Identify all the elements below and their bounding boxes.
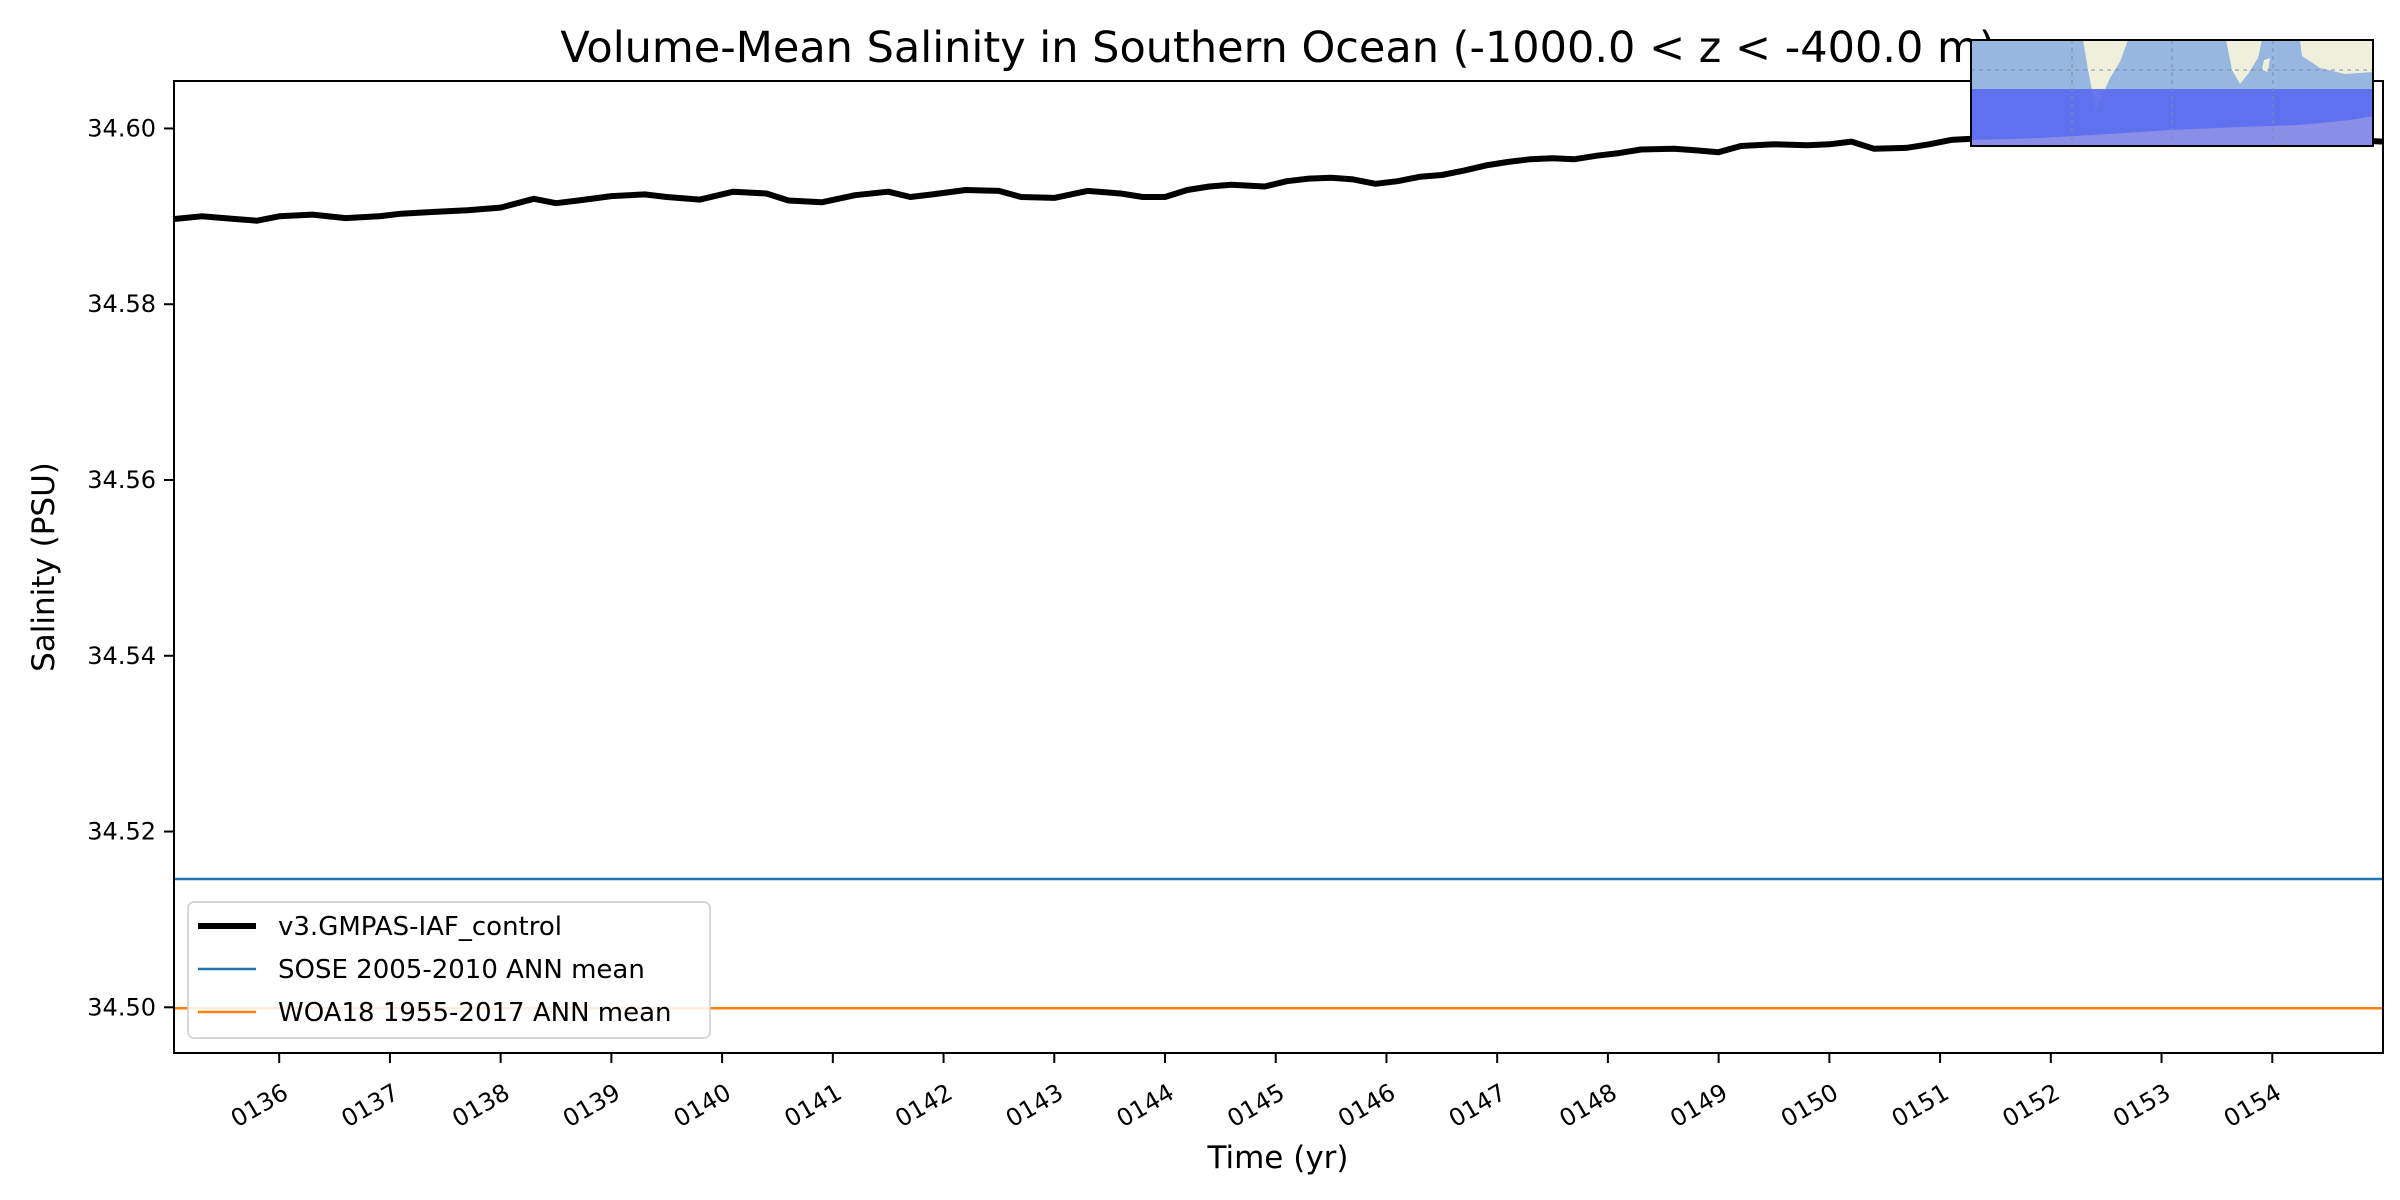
x-tick-label: 0154 bbox=[2219, 1078, 2286, 1133]
x-tick-label: 0150 bbox=[1776, 1078, 1843, 1133]
x-tick-label: 0144 bbox=[1112, 1078, 1179, 1133]
x-tick-label: 0143 bbox=[1001, 1078, 1068, 1133]
x-tick-label: 0140 bbox=[669, 1078, 736, 1133]
y-axis-title: Salinity (PSU) bbox=[26, 462, 62, 672]
map-border bbox=[1970, 39, 2374, 147]
x-tick-label: 0137 bbox=[337, 1078, 404, 1133]
x-tick-label: 0142 bbox=[890, 1078, 957, 1133]
x-axis: 0136 0137 0138 0139 0140 0141 0142 0143 0144 0145… bbox=[226, 1053, 2286, 1133]
y-tick-label: 34.56 bbox=[87, 466, 156, 494]
x-tick-label: 0151 bbox=[1887, 1078, 1954, 1133]
x-tick-label: 0152 bbox=[1998, 1078, 2065, 1133]
x-tick-label: 0147 bbox=[1444, 1078, 1511, 1133]
legend-box bbox=[187, 901, 711, 1039]
map-land-australia bbox=[2300, 40, 2373, 74]
x-axis-title: Time (yr) bbox=[1207, 1140, 1349, 1176]
x-tick-label: 0136 bbox=[226, 1078, 293, 1133]
chart-title: Volume-Mean Salinity in Southern Ocean (… bbox=[560, 23, 1995, 73]
x-tick-label: 0149 bbox=[1665, 1078, 1732, 1133]
y-axis: 34.50 34.52 34.54 34.56 34.58 34.60 bbox=[87, 114, 174, 1021]
x-tick-label: 0148 bbox=[1555, 1078, 1622, 1133]
x-tick-label: 0153 bbox=[2108, 1078, 2175, 1133]
x-tick-label: 0139 bbox=[558, 1078, 625, 1133]
x-tick-label: 0138 bbox=[447, 1078, 514, 1133]
y-tick-label: 34.60 bbox=[87, 114, 156, 142]
y-tick-label: 34.54 bbox=[87, 642, 156, 670]
legend: v3.GMPAS-IAF_control SOSE 2005-2010 ANN … bbox=[187, 901, 711, 1039]
map-land-africa bbox=[2226, 40, 2262, 84]
y-tick-label: 34.50 bbox=[87, 993, 156, 1021]
plot-frame bbox=[174, 81, 2383, 1053]
x-tick-label: 0141 bbox=[780, 1078, 847, 1133]
y-tick-label: 34.52 bbox=[87, 818, 156, 846]
x-tick-label: 0146 bbox=[1333, 1078, 1400, 1133]
map-land-madagascar bbox=[2262, 58, 2270, 72]
legend-label-1: SOSE 2005-2010 ANN mean bbox=[278, 955, 645, 985]
x-tick-label: 0145 bbox=[1223, 1078, 1290, 1133]
y-tick-label: 34.58 bbox=[87, 290, 156, 318]
southern-ocean-region-map-icon bbox=[1970, 39, 2374, 147]
axes-border bbox=[173, 80, 2384, 1054]
plot-area bbox=[173, 80, 2384, 1054]
series-line-0 bbox=[174, 128, 2383, 224]
legend-label-2: WOA18 1955-2017 ANN mean bbox=[278, 998, 672, 1028]
legend-label-0: v3.GMPAS-IAF_control bbox=[278, 912, 562, 942]
